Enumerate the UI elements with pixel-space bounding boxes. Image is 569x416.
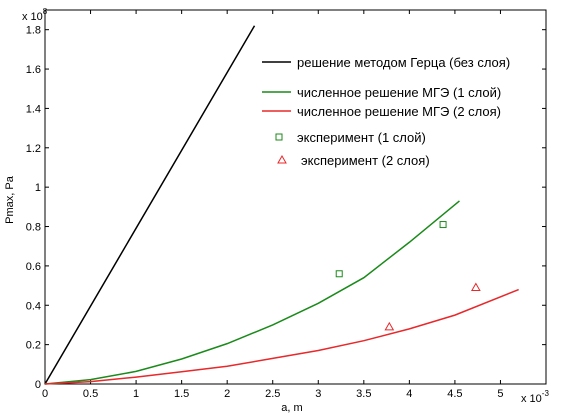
y-tick-label: 1.8 [26, 25, 41, 37]
x-tick-label: 3 [315, 388, 321, 400]
y-tick-label: 0 [35, 379, 41, 391]
data-point-square [335, 270, 343, 278]
y-tick-label: 0.6 [26, 261, 41, 273]
legend-label: численное решение МГЭ (2 слоя) [297, 104, 501, 119]
series-line-2 [44, 288, 519, 385]
y-tick-label: 0.8 [26, 222, 41, 234]
axis-ticks: 0 0.5 1 1.5 2 2.5 3 3.5 4 4.5 5 0 0.2 0.4 0.6 0.8 1 1.2 1.… [26, 10, 546, 400]
y-tick-label: 0.2 [26, 340, 41, 352]
x-tick-label: 2.5 [265, 388, 280, 400]
y-tick-label: 0.4 [26, 300, 41, 312]
y-tick-label: 1.6 [26, 64, 41, 76]
x-tick-label: 0 [42, 388, 48, 400]
legend-item-1: численное решение МГЭ (1 слой) [262, 85, 501, 100]
y-multiplier-exponent: 8 [43, 7, 48, 16]
x-tick-label: 4 [406, 388, 412, 400]
x-tick-label: 5 [497, 388, 503, 400]
legend-item-4: эксперимент (2 слоя) [277, 153, 430, 168]
plot-area [44, 9, 547, 385]
legend-label: эксперимент (1 слой) [297, 130, 426, 145]
legend-label: эксперимент (2 слоя) [301, 153, 430, 168]
legend-label: численное решение МГЭ (1 слой) [297, 85, 501, 100]
x-tick-label: 4.5 [447, 388, 462, 400]
series-lines [44, 25, 519, 385]
series-line-0 [44, 25, 256, 385]
x-multiplier-exponent: -3 [542, 389, 550, 398]
series-markers [335, 221, 481, 331]
data-point-square [439, 221, 447, 229]
legend: решение методом Герца (без слоя) численно… [262, 55, 510, 168]
data-point-triangle [470, 282, 481, 292]
series-line-1 [44, 200, 460, 385]
x-tick-label: 1 [133, 388, 139, 400]
data-point-triangle [384, 321, 395, 331]
legend-item-3: эксперимент (1 слой) [275, 130, 426, 145]
x-tick-label: 0.5 [83, 388, 98, 400]
legend-square-marker [275, 133, 283, 141]
y-multiplier: x 108 [22, 7, 48, 23]
legend-label: решение методом Герца (без слоя) [297, 55, 510, 70]
x-axis-label: a, m [281, 402, 302, 414]
y-axis-label: Pmax, Pa [4, 175, 16, 224]
legend-item-0: решение методом Герца (без слоя) [262, 55, 510, 70]
legend-triangle-marker [277, 154, 287, 164]
x-multiplier: x 10-3 [521, 389, 549, 405]
y-tick-label: 1.2 [26, 143, 41, 155]
y-tick-label: 1.4 [26, 103, 41, 115]
y-tick-label: 1 [35, 182, 41, 194]
x-tick-label: 1.5 [174, 388, 189, 400]
legend-item-2: численное решение МГЭ (2 слоя) [262, 104, 501, 119]
x-tick-label: 2 [224, 388, 230, 400]
x-tick-label: 3.5 [356, 388, 371, 400]
